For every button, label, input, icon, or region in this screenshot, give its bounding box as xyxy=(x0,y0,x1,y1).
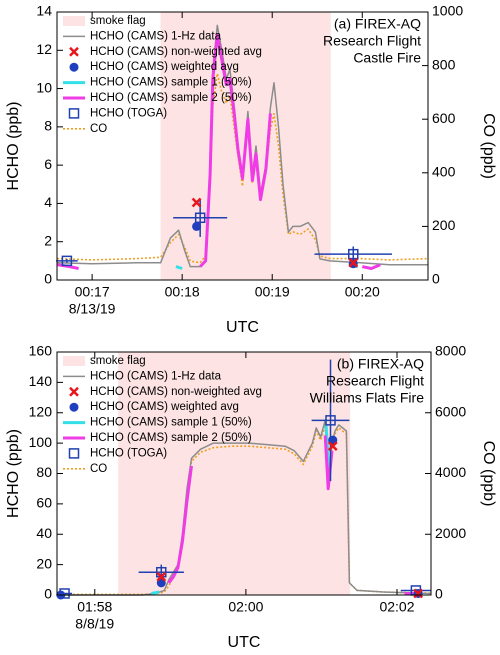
legend-swatch xyxy=(69,62,79,72)
legend-swatch xyxy=(69,46,79,57)
y-tick-label: 10 xyxy=(36,79,52,95)
x-axis-label: UTC xyxy=(226,319,259,336)
panel: 01:58 02:00 02:02 8/8/19 0 20 40 60 80 100 120 140 1… xyxy=(5,343,497,652)
y2-axis-label: CO (ppb) xyxy=(480,113,497,179)
y2-tick-label: 8000 xyxy=(435,343,466,359)
series-line xyxy=(151,424,331,595)
y2-tick-label: 0 xyxy=(432,271,440,287)
y2-tick-label: 1000 xyxy=(432,3,463,19)
y-tick-label: 2 xyxy=(44,232,52,248)
smoke-flag-span xyxy=(118,352,351,595)
y-tick-label: 100 xyxy=(29,434,53,450)
legend-label: HCHO (CAMS) 1-Hz data xyxy=(90,370,222,382)
y2-tick-label: 200 xyxy=(432,217,456,233)
legend-swatch xyxy=(63,356,85,366)
legend-label: CO xyxy=(90,463,107,475)
y-tick-label: 20 xyxy=(36,555,52,571)
y-tick-label: 140 xyxy=(29,373,53,389)
y2-tick-label: 600 xyxy=(432,110,456,126)
data-point xyxy=(348,248,359,260)
legend-label: CO xyxy=(90,123,107,135)
series-line xyxy=(57,419,432,596)
date-label: 8/13/19 xyxy=(69,301,116,317)
legend-label: HCHO (TOGA) xyxy=(90,107,167,119)
y-axis-label: HCHO (ppb) xyxy=(5,429,22,518)
y-tick-label: 0 xyxy=(44,271,52,287)
legend-label: HCHO (TOGA) xyxy=(90,447,167,459)
annotation: Castle Fire xyxy=(353,50,421,66)
data-point xyxy=(156,571,167,582)
plot-frame xyxy=(56,11,429,281)
y-tick-label: 12 xyxy=(36,41,52,57)
data-point xyxy=(61,255,73,267)
legend-label: HCHO (CAMS) 1-Hz data xyxy=(90,30,222,42)
legend-label: smoke flag xyxy=(90,355,146,367)
legend-label: HCHO (CAMS) weighted avg xyxy=(90,61,239,73)
panel: 00:17 00:18 00:19 00:20 8/13/19 0 2 4 6 8 10 12 14 0 2… xyxy=(5,3,497,337)
legend-label: HCHO (CAMS) weighted avg xyxy=(90,401,239,413)
series-line xyxy=(56,33,381,270)
data-point xyxy=(327,441,338,452)
x-tick-label: 01:58 xyxy=(77,599,112,615)
y-tick-label: 40 xyxy=(36,525,52,541)
annotation: Research Flight xyxy=(323,33,421,49)
x-tick-label: 00:18 xyxy=(165,284,200,300)
x-axis-label: UTC xyxy=(228,634,261,651)
y-tick-label: 14 xyxy=(36,3,52,19)
legend-label: HCHO (CAMS) sample 1 (50%) xyxy=(90,77,252,89)
legend-swatch xyxy=(68,448,80,459)
y-tick-label: 120 xyxy=(29,403,53,419)
y2-axis-label: CO (ppb) xyxy=(480,441,497,507)
annotation: (a) FIREX-AQ xyxy=(334,16,421,32)
y2-tick-label: 2000 xyxy=(435,525,466,541)
y-tick-label: 80 xyxy=(36,464,52,480)
data-point xyxy=(325,415,336,426)
legend-swatch xyxy=(63,16,85,26)
x-tick-label: 00:17 xyxy=(75,284,110,300)
y-tick-label: 4 xyxy=(44,194,52,210)
y2-tick-label: 800 xyxy=(432,56,456,72)
y2-tick-label: 0 xyxy=(435,586,443,602)
annotation: Research Flight xyxy=(326,373,424,389)
legend-label: HCHO (CAMS) non-weighted avg xyxy=(90,386,262,398)
x-tick-label: 00:20 xyxy=(345,284,380,300)
legend-label: HCHO (CAMS) sample 1 (50%) xyxy=(90,417,252,429)
x-tick-label: 02:00 xyxy=(228,599,263,615)
legend-label: HCHO (CAMS) sample 2 (50%) xyxy=(90,92,252,104)
x-tick-label: 00:19 xyxy=(255,284,290,300)
legend-label: HCHO (CAMS) non-weighted avg xyxy=(90,46,262,58)
data-point xyxy=(413,588,424,599)
y-tick-label: 160 xyxy=(29,343,53,359)
data-point xyxy=(194,212,206,224)
y-tick-label: 0 xyxy=(44,586,52,602)
data-point xyxy=(348,257,359,268)
y-tick-label: 6 xyxy=(44,156,52,172)
legend-swatch xyxy=(69,402,79,412)
legend-label: HCHO (CAMS) sample 2 (50%) xyxy=(90,432,252,444)
data-point xyxy=(191,197,202,208)
y2-tick-label: 400 xyxy=(432,164,456,180)
y-axis-label: HCHO (ppb) xyxy=(5,102,22,191)
y-tick-label: 8 xyxy=(44,118,52,134)
annotation: Williams Flats Fire xyxy=(310,390,425,406)
y-tick-label: 60 xyxy=(36,495,52,511)
x-tick-label: 02:02 xyxy=(379,599,414,615)
y2-tick-label: 6000 xyxy=(435,403,466,419)
legend-swatch xyxy=(69,386,79,397)
data-point xyxy=(192,221,202,231)
y2-tick-label: 4000 xyxy=(435,464,466,480)
annotation: (b) FIREX-AQ xyxy=(337,356,424,372)
legend-label: smoke flag xyxy=(90,15,146,27)
legend-swatch xyxy=(68,108,80,119)
date-label: 8/8/19 xyxy=(75,616,114,632)
